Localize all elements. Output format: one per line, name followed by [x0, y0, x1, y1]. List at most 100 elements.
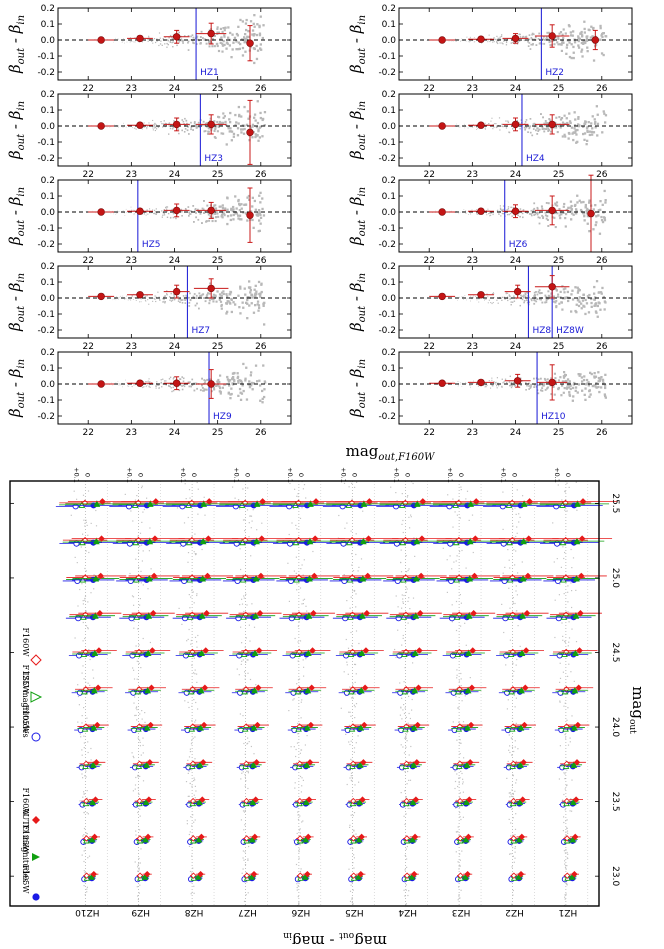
marker-group	[80, 833, 101, 845]
marker-group	[455, 870, 473, 883]
marker	[403, 797, 410, 805]
marker	[412, 796, 420, 803]
marker	[464, 686, 472, 694]
panel-hz9: HZ9 0.2 0.1 0.0 -0.1 -0.2 22 23 24 25 26 βout - βin	[6, 348, 292, 438]
marker-group	[442, 647, 491, 659]
x-tick-label: 24	[169, 428, 181, 438]
marker	[477, 35, 485, 43]
marker	[172, 379, 181, 387]
marker	[83, 797, 90, 805]
marker	[306, 537, 314, 545]
marker	[521, 721, 528, 729]
marker	[417, 572, 425, 580]
data-point	[127, 121, 153, 129]
panel-hz8: HZ8 HZ8W 0.2 0.1 0.0 -0.1 -0.2 22 23 24 25 26 βout -…	[347, 262, 633, 352]
y-axis-label: βout - βin	[6, 101, 27, 160]
marker	[362, 647, 370, 654]
y-axis-label: βout - βin	[347, 273, 368, 332]
marker	[411, 686, 419, 694]
x-tick-label: 24	[510, 84, 522, 94]
y-tick-label: 0.1	[41, 20, 55, 30]
panel-frame	[398, 265, 633, 339]
beta-panels-grid: HZ1 0.2 0.1 0.0 -0.1 -0.2 22 23 24 25 26 βout - βin…	[6, 4, 633, 438]
marker	[308, 684, 315, 692]
marker	[559, 538, 567, 546]
data-point	[88, 292, 115, 301]
data-point	[163, 203, 190, 218]
data-point	[502, 117, 529, 132]
column-label: HZ7	[238, 907, 257, 917]
marker	[477, 378, 485, 387]
marker	[438, 36, 446, 44]
threshold-hz8-label: HZ8	[532, 326, 551, 336]
y-tick-label: -0.2	[37, 326, 55, 336]
marker	[518, 833, 526, 841]
y-tick-label: -0.2	[378, 326, 396, 336]
marker	[296, 797, 304, 805]
marker	[466, 537, 474, 545]
legend-label: F125W	[21, 664, 30, 694]
marker	[132, 538, 140, 546]
marker	[172, 33, 181, 41]
marker-group	[335, 647, 384, 659]
marker	[409, 835, 416, 843]
y-axis-label: βout - βin	[347, 101, 368, 160]
marker-group	[433, 535, 506, 547]
x-tick-label: 22	[423, 170, 434, 180]
y-axis-label: βout - βin	[347, 15, 368, 74]
legend-marker-iso-f160w	[30, 654, 42, 666]
marker	[172, 206, 181, 215]
y-tick-label: 0.0	[41, 208, 56, 218]
panel-scatter-cloud	[86, 362, 267, 404]
marker	[516, 798, 524, 806]
x-tick-label: 23	[467, 170, 478, 180]
marker	[250, 870, 258, 878]
marker	[148, 684, 155, 692]
mag-tick-label: 24.0	[610, 717, 620, 737]
marker	[254, 721, 261, 729]
marker	[477, 121, 485, 129]
marker	[304, 723, 311, 731]
marker	[360, 500, 368, 507]
x-tick-label: 25	[212, 256, 223, 266]
marker	[358, 649, 366, 657]
marker-group	[175, 647, 224, 659]
threshold-hz1-label: HZ1	[200, 68, 219, 78]
marker-group	[383, 572, 447, 584]
marker	[196, 761, 204, 768]
data-point	[163, 284, 190, 299]
marker	[462, 835, 470, 843]
marker-group	[379, 535, 452, 547]
marker	[94, 721, 101, 729]
marker	[457, 835, 464, 842]
marker-group	[55, 498, 137, 510]
marker	[350, 872, 357, 879]
mag-tick-label: 24.5	[610, 642, 620, 662]
column-label: HZ5	[345, 907, 364, 917]
column-tick-label: 0	[350, 473, 358, 477]
marker	[250, 723, 258, 731]
marker	[572, 833, 579, 841]
data-point	[88, 122, 115, 130]
x-tick-label: 23	[126, 84, 137, 94]
marker	[142, 798, 150, 806]
marker	[587, 209, 595, 218]
marker-group	[59, 535, 132, 547]
column-tick-label: +0.1	[339, 467, 347, 483]
data-point	[163, 376, 190, 391]
x-tick-label: 23	[467, 84, 478, 94]
marker	[591, 36, 600, 44]
marker-group	[181, 721, 216, 734]
marker	[411, 833, 419, 841]
data-point	[163, 117, 190, 132]
marker	[515, 873, 523, 880]
marker	[147, 721, 154, 729]
marker	[471, 572, 478, 580]
marker	[465, 649, 472, 657]
y-tick-label: -0.1	[378, 52, 396, 62]
marker	[136, 835, 144, 842]
y-axis-label: βout - βin	[347, 359, 368, 418]
marker	[510, 872, 518, 879]
marker	[412, 574, 420, 582]
marker	[301, 873, 309, 880]
